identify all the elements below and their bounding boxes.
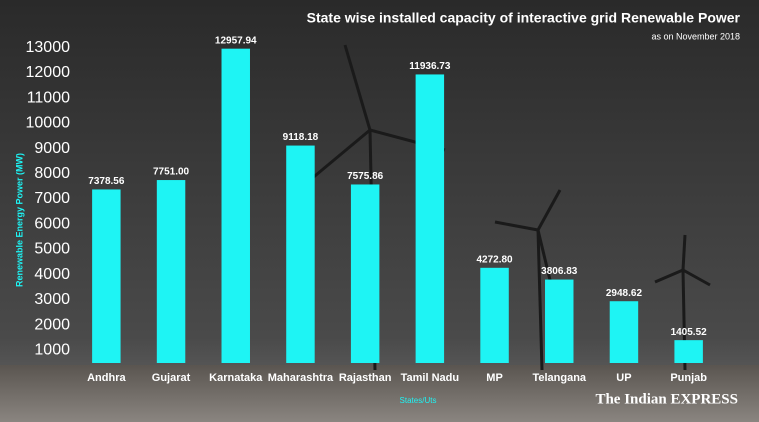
x-tick-label: Rajasthan xyxy=(339,372,392,384)
y-tick-label: 8000 xyxy=(34,165,70,182)
y-tick-label: 13000 xyxy=(26,39,71,56)
x-tick-label: Andhra xyxy=(87,372,126,384)
chart-title: State wise installed capacity of interac… xyxy=(307,10,741,26)
y-tick-label: 3000 xyxy=(34,291,70,308)
value-label: 9118.18 xyxy=(283,132,319,143)
x-tick-label: UP xyxy=(616,372,631,384)
y-tick-label: 1000 xyxy=(34,342,70,359)
y-axis-label: Renewable Energy Power (MW) xyxy=(14,153,24,287)
chart-subtitle: as on November 2018 xyxy=(651,31,740,41)
bar xyxy=(415,74,445,363)
value-label: 7575.86 xyxy=(347,171,384,182)
x-tick-label: Gujarat xyxy=(152,372,191,384)
x-tick-label: Punjab xyxy=(670,372,707,384)
value-label: 7751.00 xyxy=(153,167,190,178)
value-label: 12957.94 xyxy=(215,35,257,46)
x-tick-label: Telangana xyxy=(532,372,586,384)
windmill-decor xyxy=(309,44,711,371)
value-label: 4272.80 xyxy=(476,254,513,265)
bar xyxy=(609,301,639,363)
bar xyxy=(221,48,250,364)
y-tick-label: 7000 xyxy=(34,190,70,207)
y-tick-label: 4000 xyxy=(34,266,70,283)
x-tick-label: Karnataka xyxy=(209,372,263,384)
value-label: 7378.56 xyxy=(88,176,125,187)
y-tick-label: 2000 xyxy=(34,316,70,333)
source-logo: The Indian EXPRESS xyxy=(595,391,738,407)
value-label: 1405.52 xyxy=(671,327,708,338)
x-tick-label: Maharashtra xyxy=(268,372,334,384)
value-label: 11936.73 xyxy=(409,61,451,72)
bar xyxy=(156,180,186,363)
ground xyxy=(0,365,759,422)
y-tick-label: 11000 xyxy=(27,89,70,106)
y-tick-label: 10000 xyxy=(26,115,71,132)
bar xyxy=(92,189,121,363)
bar xyxy=(480,267,509,363)
value-label: 2948.62 xyxy=(606,288,643,299)
y-tick-label: 5000 xyxy=(34,241,70,258)
x-tick-label: MP xyxy=(486,372,503,384)
bar xyxy=(674,340,703,363)
bar xyxy=(350,184,380,363)
y-tick-label: 9000 xyxy=(34,140,70,157)
y-tick-label: 6000 xyxy=(34,215,70,232)
x-tick-label: Tamil Nadu xyxy=(401,372,459,384)
value-label: 3806.83 xyxy=(541,266,578,277)
x-axis-label: States/Uts xyxy=(400,396,437,405)
y-tick-label: 12000 xyxy=(26,64,71,81)
bar xyxy=(545,279,574,363)
bar xyxy=(286,145,315,363)
